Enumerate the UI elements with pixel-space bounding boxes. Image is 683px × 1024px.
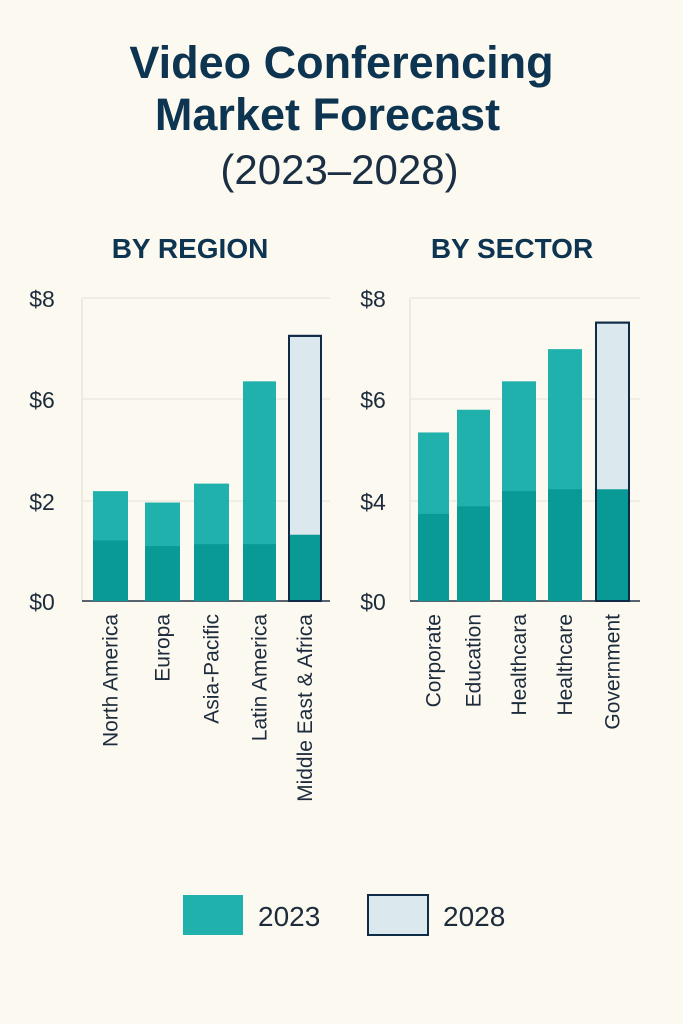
x-category-label: Europa xyxy=(152,614,175,682)
x-category-label: Education xyxy=(463,614,486,707)
x-category-label: Government xyxy=(602,614,625,730)
y-tick-label: $6 xyxy=(360,387,386,413)
x-category-label: Latin America xyxy=(249,614,272,742)
bar-2028-outline-4 xyxy=(288,334,322,602)
panel-title: BY SECTOR xyxy=(431,233,593,264)
y-tick-label: $2 xyxy=(29,489,55,515)
y-tick-label: $0 xyxy=(29,589,55,615)
y-tick-label: $8 xyxy=(360,286,386,312)
bar-2023-lower-0 xyxy=(418,513,449,601)
bar-2023-lower-3 xyxy=(548,489,582,601)
y-tick-label: $6 xyxy=(29,387,55,413)
x-category-label: Healthcara xyxy=(508,614,531,716)
x-category-label: Middle East & Africa xyxy=(294,614,317,802)
bar-2028-lower-4 xyxy=(290,534,320,600)
y-tick-label: $0 xyxy=(360,589,386,615)
x-category-label: Asia-Pacific xyxy=(201,614,224,724)
bar-2023-lower-0 xyxy=(93,540,128,601)
bar-2023-lower-1 xyxy=(457,506,490,601)
bar-2028-lower-4 xyxy=(597,489,628,600)
legend-swatch-2028 xyxy=(367,894,429,936)
bar-2023-lower-2 xyxy=(502,491,536,601)
chart-title-line-2: Market Forecast xyxy=(154,89,501,140)
y-tick-label: $4 xyxy=(360,489,386,515)
bar-2023-lower-2 xyxy=(194,544,229,601)
x-category-label: Corporate xyxy=(423,614,446,707)
chart-title-line-1: Video Conferencing xyxy=(129,37,554,88)
legend-swatch-2023 xyxy=(183,895,243,935)
y-tick-label: $8 xyxy=(29,286,55,312)
bar-2028-outline-4 xyxy=(595,321,630,602)
x-category-label: North America xyxy=(100,614,123,747)
legend-label-2023: 2023 xyxy=(258,901,320,932)
panel-title: BY REGION xyxy=(112,233,269,264)
bar-2023-lower-1 xyxy=(145,546,180,601)
bar-2023-lower-3 xyxy=(243,544,276,601)
legend-label-2028: 2028 xyxy=(443,901,505,932)
chart-title-years: (2023–2028) xyxy=(220,146,459,193)
x-category-label: Healthcare xyxy=(554,614,577,716)
